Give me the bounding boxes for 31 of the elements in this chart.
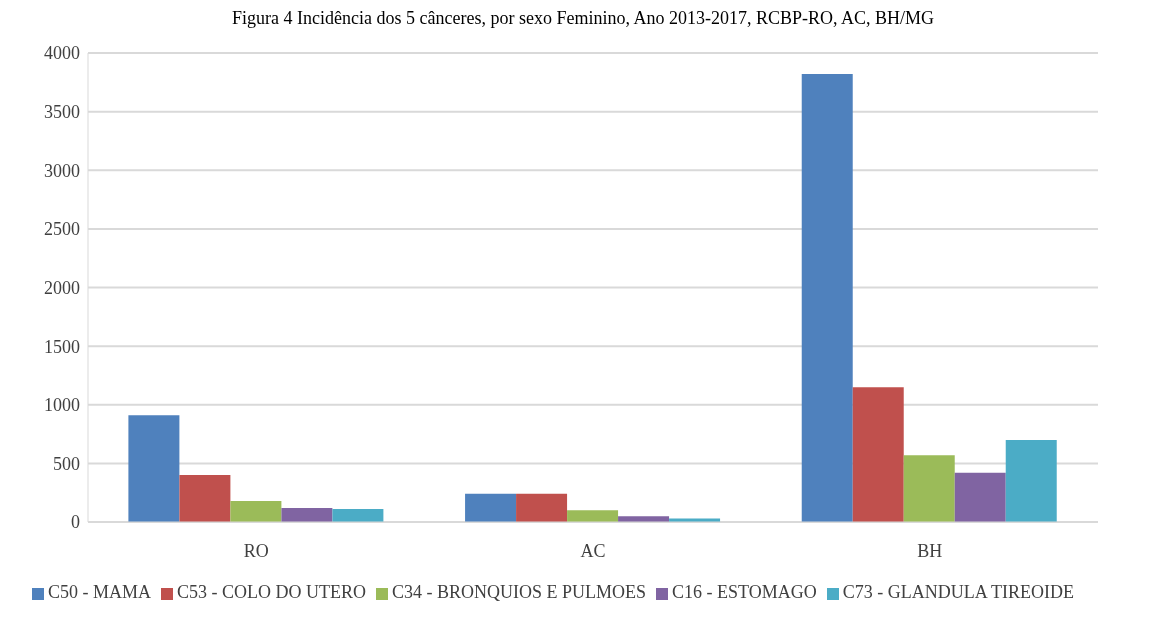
- bar: [516, 493, 568, 522]
- bar: [465, 493, 517, 522]
- y-tick-label: 0: [71, 512, 80, 533]
- bar: [1005, 439, 1057, 522]
- legend-label: C34 - BRONQUIOS E PULMOES: [392, 582, 647, 602]
- x-tick-label: RO: [243, 540, 269, 561]
- x-tick-label: AC: [580, 540, 606, 561]
- y-tick-label: 2000: [44, 277, 80, 298]
- y-tick-label: 1000: [44, 395, 80, 416]
- y-tick-label: 3000: [44, 160, 80, 181]
- chart-title: Figura 4 Incidência dos 5 cânceres, por sexo Feminino, Ano 2013-2017, RCBP-RO, AC, BH/MG: [231, 8, 935, 29]
- bar: [128, 415, 180, 522]
- bar: [281, 507, 333, 522]
- y-tick-label: 2500: [44, 219, 80, 240]
- legend-label: C50 - MAMA: [48, 582, 152, 602]
- y-tick-label: 3500: [44, 102, 80, 123]
- bar: [852, 387, 904, 522]
- bar: [179, 475, 231, 522]
- bar: [903, 455, 955, 522]
- bar: [230, 500, 282, 522]
- legend-label: C53 - COLO DO UTERO: [177, 582, 367, 602]
- y-tick-label: 4000: [44, 43, 80, 64]
- bar: [567, 510, 619, 522]
- bar: [801, 74, 853, 522]
- legend-label: C16 - ESTOMAGO: [672, 582, 817, 602]
- x-tick-label: BH: [917, 540, 943, 561]
- legend-label: C73 - GLANDULA TIREOIDE: [842, 582, 1074, 602]
- bar: [332, 509, 384, 522]
- y-tick-label: 500: [53, 453, 80, 474]
- bar: [954, 472, 1006, 522]
- y-tick-label: 1500: [44, 336, 80, 357]
